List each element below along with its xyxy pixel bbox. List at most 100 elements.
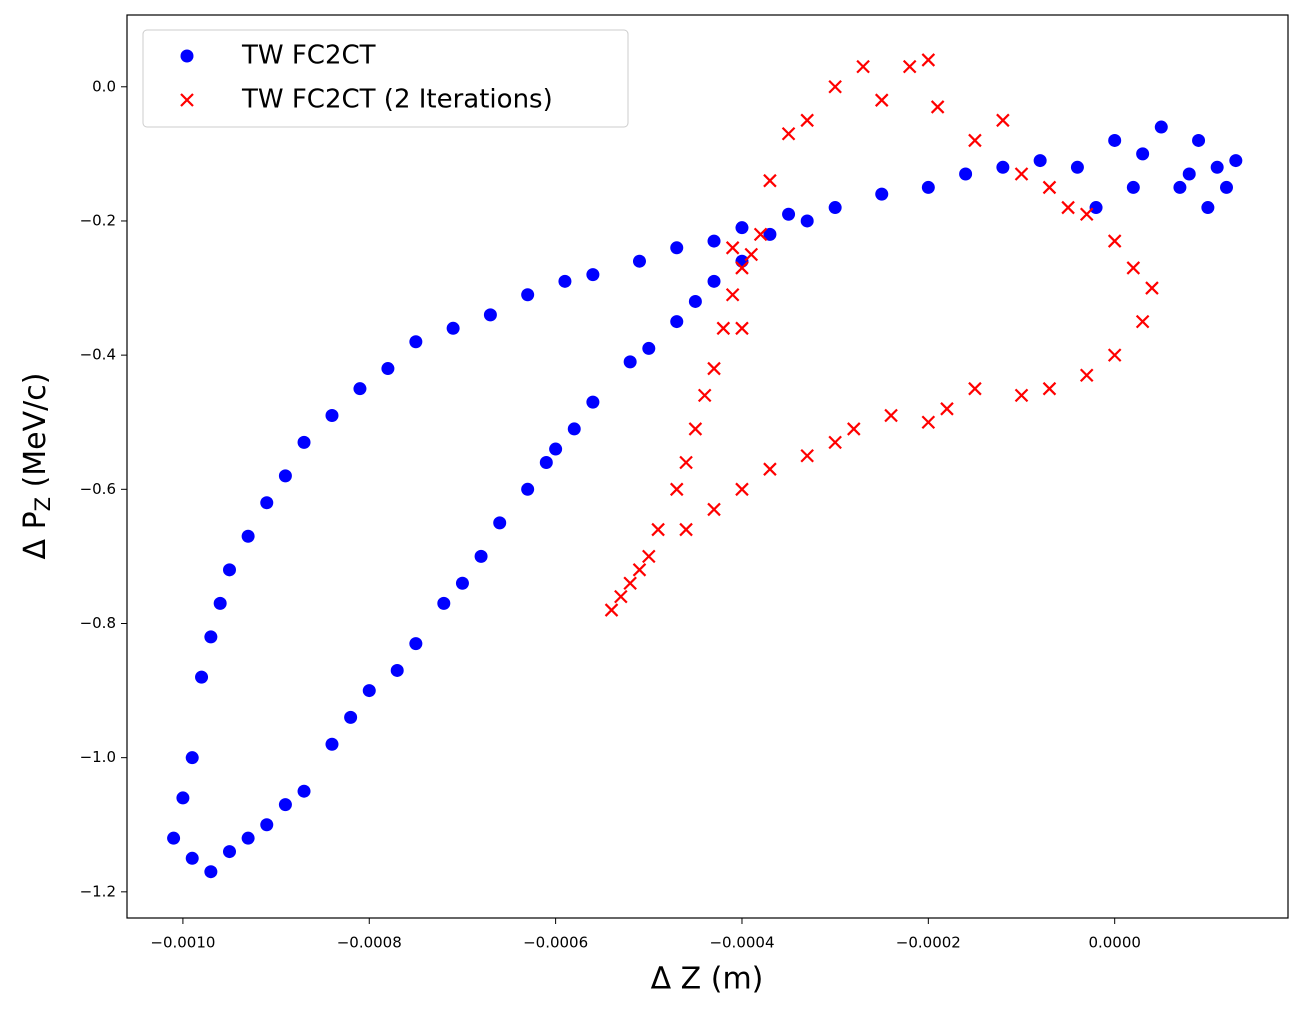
legend-label: TW FC2CT (2 Iterations)	[241, 85, 553, 115]
x-marker	[753, 227, 768, 242]
x-marker	[968, 133, 982, 148]
x-marker	[996, 113, 1010, 128]
circle-marker	[800, 214, 814, 228]
x-tick-label: −0.0006	[523, 934, 588, 952]
circle-marker	[1201, 201, 1215, 215]
x-marker	[763, 462, 777, 476]
circle-marker	[185, 751, 199, 765]
circle-marker	[474, 549, 488, 563]
circle-marker	[176, 791, 190, 805]
x-marker	[1126, 261, 1141, 275]
circle-marker	[278, 469, 292, 483]
x-tick-label: −0.0008	[337, 934, 402, 952]
y-tick-label: −1.0	[80, 748, 116, 766]
circle-marker	[707, 234, 721, 248]
circle-marker	[1136, 147, 1150, 161]
y-tick-label: −0.2	[80, 211, 116, 229]
circle-marker	[567, 422, 581, 436]
circle-marker	[921, 180, 935, 194]
x-marker	[1014, 388, 1029, 403]
circle-marker	[204, 865, 218, 879]
y-tick-label: 0.0	[92, 77, 116, 95]
circle-marker	[632, 254, 646, 268]
x-marker	[669, 482, 684, 497]
circle-marker	[782, 207, 796, 221]
circle-marker	[1033, 154, 1047, 168]
circle-marker	[707, 274, 721, 288]
y-tick-label: −1.2	[80, 882, 116, 900]
circle-marker	[325, 409, 339, 423]
y-axis-label: Δ PZ (MeV/c)	[18, 373, 56, 560]
circle-marker	[1089, 201, 1103, 215]
x-marker	[707, 361, 721, 376]
circle-marker	[735, 221, 749, 235]
x-marker	[735, 482, 749, 497]
circle-marker	[381, 362, 395, 376]
x-marker	[1042, 381, 1057, 396]
circle-marker	[1192, 133, 1206, 147]
x-marker	[679, 455, 693, 470]
circle-marker	[195, 670, 209, 684]
x-marker	[800, 448, 814, 463]
circle-marker	[437, 596, 451, 610]
circle-marker	[1229, 154, 1243, 168]
circle-marker	[828, 201, 842, 215]
x-marker	[930, 100, 945, 114]
x-marker	[921, 415, 936, 429]
x-tick-label: −0.0004	[709, 934, 774, 952]
circle-marker	[222, 563, 236, 577]
circle-marker	[1126, 180, 1140, 194]
x-marker	[968, 381, 982, 396]
circle-marker	[260, 818, 274, 832]
x-marker	[1061, 200, 1075, 215]
circle-marker	[1173, 180, 1187, 194]
circle-marker	[670, 241, 684, 255]
plot-frame	[126, 14, 1289, 919]
x-marker	[1107, 348, 1122, 362]
circle-marker	[521, 482, 535, 496]
x-marker	[1145, 281, 1159, 295]
circle-marker	[353, 382, 367, 396]
circle-marker	[688, 294, 702, 308]
circle-marker	[167, 831, 181, 845]
circle-marker	[390, 663, 404, 677]
circle-marker	[1108, 133, 1122, 147]
x-marker	[1079, 207, 1094, 222]
circle-marker	[213, 596, 227, 610]
y-axis-label-sub: Z	[31, 497, 55, 511]
circle-marker	[493, 516, 507, 530]
circle-marker	[204, 630, 218, 644]
circle-marker	[185, 851, 199, 865]
x-marker	[623, 576, 637, 591]
x-marker	[632, 563, 647, 577]
circle-marker	[409, 335, 423, 349]
x-marker	[725, 287, 740, 302]
x-marker	[828, 435, 842, 450]
x-marker	[874, 93, 889, 107]
circle-marker	[222, 845, 236, 859]
circle-marker	[241, 831, 255, 845]
circle-marker	[735, 254, 749, 268]
x-marker	[707, 502, 721, 517]
x-marker	[614, 589, 628, 604]
circle-marker	[278, 798, 292, 812]
circle-marker	[1070, 160, 1084, 174]
circle-marker	[670, 315, 684, 329]
circle-marker	[297, 435, 311, 449]
x-marker	[735, 261, 749, 275]
x-marker	[697, 388, 712, 403]
circle-marker	[344, 710, 358, 724]
circle-marker	[642, 341, 656, 355]
circle-marker	[1154, 120, 1168, 134]
y-axis-label-main: Δ P	[18, 511, 53, 559]
x-marker	[856, 59, 870, 74]
x-axis-label: Δ Z (m)	[651, 962, 764, 997]
x-marker	[1107, 234, 1122, 248]
legend-label: TW FC2CT	[241, 41, 376, 71]
x-tick-label: −0.0002	[896, 934, 961, 952]
circle-marker	[325, 737, 339, 751]
y-tick-label: −0.4	[80, 346, 116, 364]
circle-marker	[1210, 160, 1224, 174]
x-tick-label: −0.0010	[150, 934, 215, 952]
